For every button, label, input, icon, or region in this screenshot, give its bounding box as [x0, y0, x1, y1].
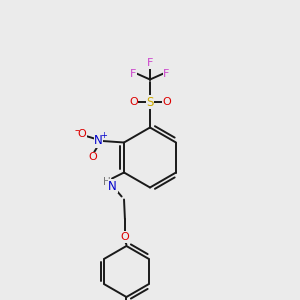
Text: O: O: [162, 97, 171, 107]
Text: H: H: [103, 177, 111, 187]
Text: O: O: [89, 152, 98, 163]
Text: O: O: [129, 97, 138, 107]
Text: F: F: [147, 58, 153, 68]
Text: S: S: [146, 95, 154, 109]
Text: N: N: [94, 134, 103, 148]
Text: –: –: [75, 125, 80, 135]
Text: +: +: [100, 131, 107, 140]
Text: O: O: [78, 129, 86, 140]
Text: O: O: [121, 232, 129, 242]
Text: F: F: [163, 68, 170, 79]
Text: F: F: [130, 68, 137, 79]
Text: N: N: [108, 179, 117, 193]
